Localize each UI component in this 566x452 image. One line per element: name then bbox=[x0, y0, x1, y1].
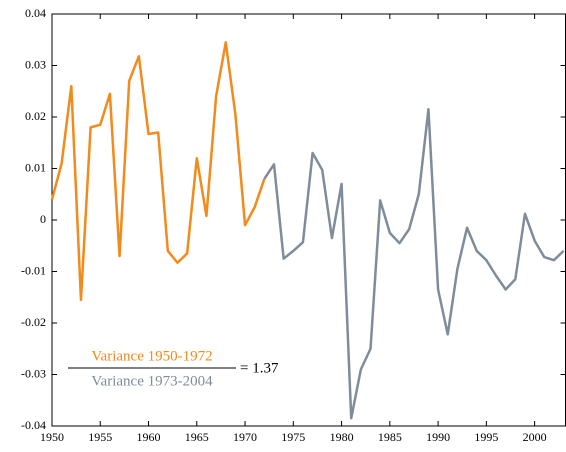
y-tick-label: -0.01 bbox=[21, 263, 46, 277]
numerator: Variance 1950-1972 bbox=[91, 348, 212, 364]
y-tick-label: -0.02 bbox=[21, 315, 46, 329]
ratio: = 1.37 bbox=[240, 360, 279, 376]
x-tick-label: 1995 bbox=[474, 430, 498, 444]
x-tick-label: 1965 bbox=[185, 430, 209, 444]
x-tick-label: 1955 bbox=[88, 430, 112, 444]
y-tick-label: 0.02 bbox=[25, 109, 46, 123]
y-tick-label: 0 bbox=[40, 212, 46, 226]
x-tick-label: 1975 bbox=[281, 430, 305, 444]
annotation: Variance 1950-1972 Variance 1973-2004 = … bbox=[68, 348, 279, 389]
x-tick-label: 1980 bbox=[330, 430, 354, 444]
y-tick-label: -0.03 bbox=[21, 366, 46, 380]
y-tick-label: 0.03 bbox=[25, 57, 46, 71]
x-tick-label: 1990 bbox=[426, 430, 450, 444]
y-tick-label: 0.04 bbox=[25, 6, 46, 20]
x-tick-label: 2000 bbox=[523, 430, 547, 444]
y-tick-label: 0.01 bbox=[25, 160, 46, 174]
x-tick-label: 1985 bbox=[378, 430, 402, 444]
series-line bbox=[50, 41, 266, 302]
denominator: Variance 1973-2004 bbox=[91, 373, 213, 389]
x-tick-label: 1950 bbox=[40, 430, 64, 444]
y-tick-label: -0.04 bbox=[21, 418, 46, 432]
x-tick-label: 1970 bbox=[233, 430, 257, 444]
x-tick-label: 1960 bbox=[137, 430, 161, 444]
series-line bbox=[263, 108, 565, 420]
